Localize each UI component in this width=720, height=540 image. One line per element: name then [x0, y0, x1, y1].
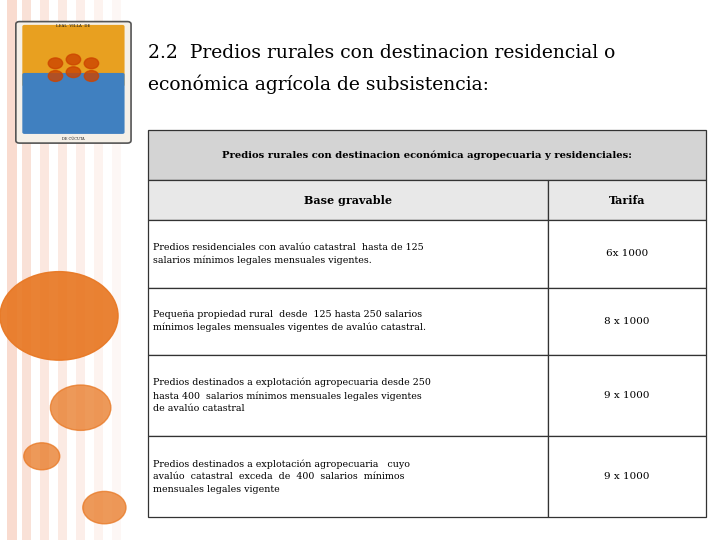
- Circle shape: [0, 272, 118, 360]
- Circle shape: [50, 385, 111, 430]
- Circle shape: [66, 67, 81, 78]
- FancyBboxPatch shape: [16, 22, 131, 143]
- Bar: [148, 220, 548, 288]
- Text: 9 x 1000: 9 x 1000: [604, 472, 649, 481]
- Bar: [148, 288, 548, 355]
- Bar: [7, 0, 17, 540]
- Text: 9 x 1000: 9 x 1000: [604, 391, 649, 400]
- Text: Base gravable: Base gravable: [304, 195, 392, 206]
- Text: Tarifa: Tarifa: [608, 195, 645, 206]
- Text: Pequeña propiedad rural  desde  125 hasta 250 salarios
mínimos legales mensuales: Pequeña propiedad rural desde 125 hasta …: [153, 310, 426, 332]
- Text: económica agrícola de subsistencia:: económica agrícola de subsistencia:: [148, 75, 488, 94]
- Bar: [112, 0, 121, 540]
- Bar: [148, 436, 548, 517]
- Text: Predios destinados a explotación agropecuaria   cuyo
avalúo  catastral  exceda  : Predios destinados a explotación agropec…: [153, 460, 410, 494]
- Circle shape: [48, 58, 63, 69]
- Circle shape: [83, 491, 126, 524]
- Text: Predios destinados a explotación agropecuaria desde 250
hasta 400  salarios míni: Predios destinados a explotación agropec…: [153, 378, 431, 413]
- Bar: [58, 0, 67, 540]
- Bar: [148, 355, 548, 436]
- Bar: [548, 220, 706, 288]
- Text: 2.2  Predios rurales con destinacion residencial o: 2.2 Predios rurales con destinacion resi…: [148, 44, 615, 62]
- Circle shape: [84, 71, 99, 82]
- Text: 6x 1000: 6x 1000: [606, 249, 648, 259]
- Text: 8 x 1000: 8 x 1000: [604, 317, 649, 326]
- Bar: [148, 130, 706, 180]
- FancyBboxPatch shape: [22, 25, 125, 86]
- Bar: [548, 355, 706, 436]
- Text: Predios residenciales con avalúo catastral  hasta de 125
salarios mínimos legale: Predios residenciales con avalúo catastr…: [153, 243, 423, 265]
- Bar: [548, 436, 706, 517]
- Bar: [40, 0, 49, 540]
- Circle shape: [24, 443, 60, 470]
- Bar: [94, 0, 103, 540]
- Circle shape: [84, 58, 99, 69]
- FancyBboxPatch shape: [22, 73, 125, 134]
- Text: Predios rurales con destinacion económica agropecuaria y residenciales:: Predios rurales con destinacion económic…: [222, 150, 631, 159]
- Bar: [22, 0, 31, 540]
- Text: DE CÚCUTA: DE CÚCUTA: [62, 137, 85, 141]
- Bar: [548, 288, 706, 355]
- Bar: [148, 180, 548, 220]
- Circle shape: [48, 71, 63, 82]
- Text: LEAL  VILLA  DE: LEAL VILLA DE: [56, 24, 91, 28]
- Bar: [76, 0, 85, 540]
- Circle shape: [66, 54, 81, 65]
- Bar: [548, 180, 706, 220]
